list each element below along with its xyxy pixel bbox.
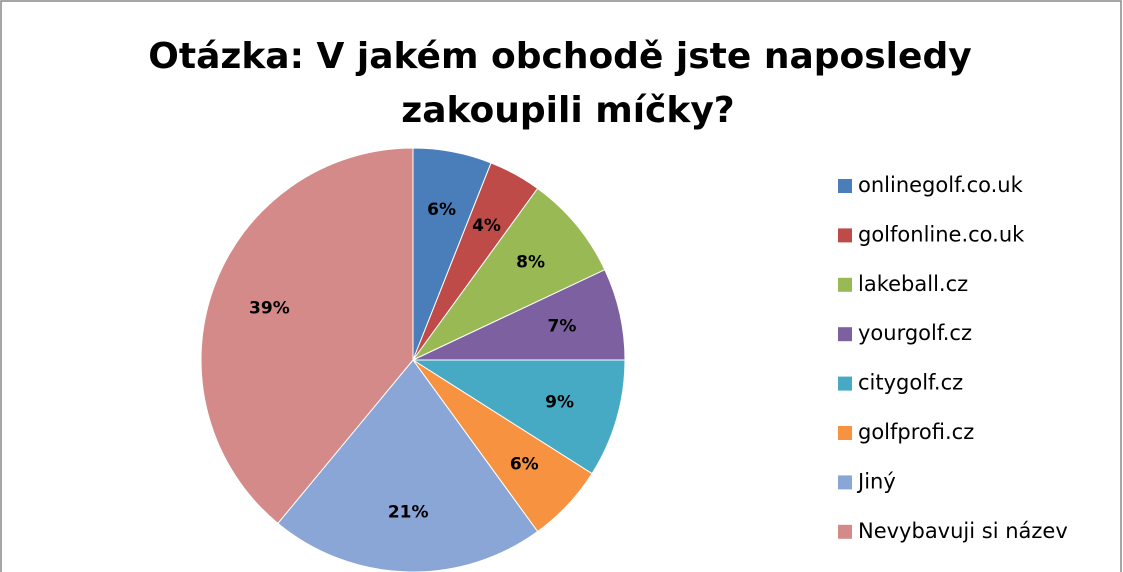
legend-label: lakeball.cz <box>858 272 968 296</box>
legend-label: golfprofi.cz <box>858 420 974 444</box>
data-label: 7% <box>548 317 577 337</box>
pie-slice <box>200 147 414 525</box>
data-label: 4% <box>472 216 501 236</box>
pie-slice <box>412 187 606 361</box>
legend-label: onlinegolf.co.uk <box>858 173 1024 197</box>
data-label: 8% <box>516 253 545 273</box>
legend-swatch <box>838 179 852 193</box>
data-label: 21% <box>388 503 429 523</box>
legend-swatch <box>838 228 852 243</box>
legend-swatch <box>838 327 852 342</box>
chart-title: zakoupili míčky? <box>401 90 734 131</box>
legend-swatch <box>838 426 852 440</box>
data-label: 6% <box>427 200 456 220</box>
legend-swatch <box>838 277 852 292</box>
legend-swatch <box>838 475 852 490</box>
legend-label: golfonline.co.uk <box>858 222 1025 246</box>
legend-swatch <box>838 376 852 391</box>
legend-label: Nevybavuji si název <box>858 519 1068 543</box>
legend-label: Jiný <box>856 469 896 493</box>
legend-label: citygolf.cz <box>858 371 963 395</box>
pie-slice <box>411 359 626 475</box>
legend-swatch <box>838 524 852 539</box>
chart-title: Otázka: V jakém obchodě jste naposledy <box>148 36 971 77</box>
data-label: 9% <box>545 393 574 413</box>
data-label: 39% <box>249 298 290 318</box>
data-label: 6% <box>510 454 539 474</box>
legend-label: yourgolf.cz <box>858 321 972 345</box>
